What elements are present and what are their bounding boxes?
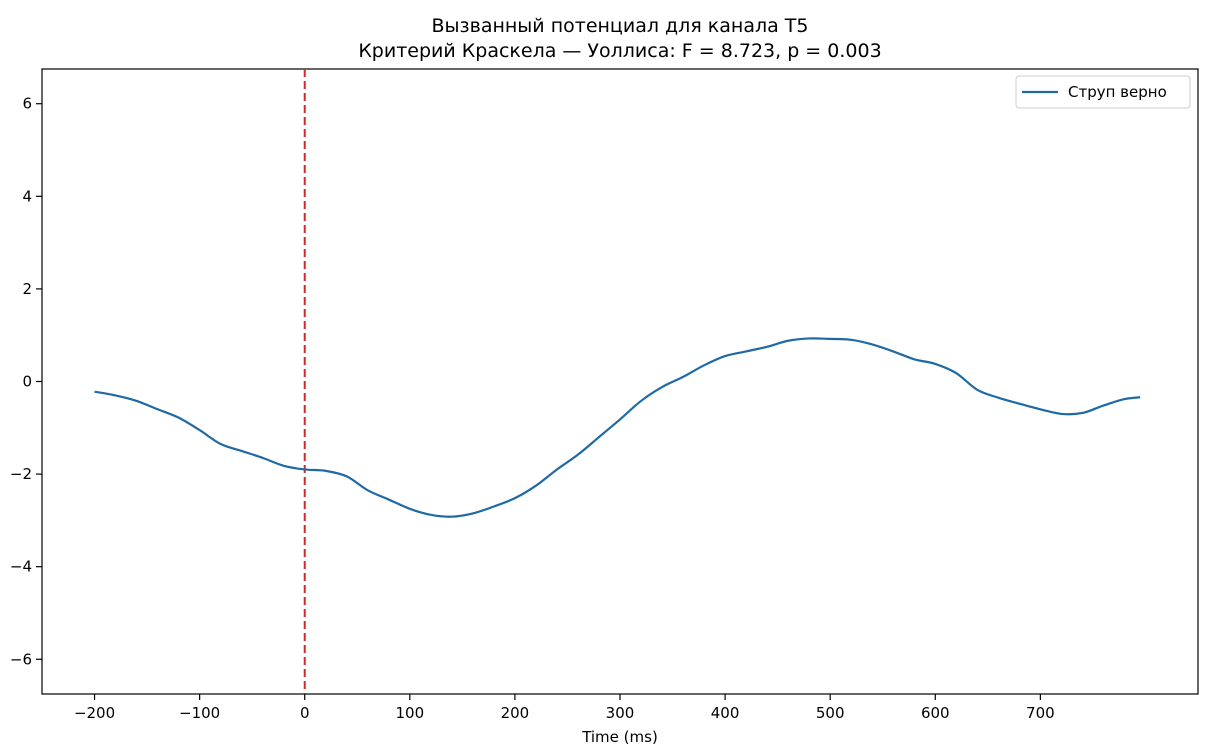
plot-frame <box>41 68 1199 695</box>
y-tick-label: −4 <box>10 558 32 576</box>
chart-subtitle: Критерий Краскела — Уоллиса: F = 8.723, … <box>358 40 881 62</box>
x-tick-label: 0 <box>300 704 310 722</box>
y-axis-ticks: −6 −4 −2 0 2 4 6 <box>10 95 42 668</box>
y-tick-label: 2 <box>22 280 32 298</box>
x-tick-label: −100 <box>179 704 220 722</box>
x-tick-label: 500 <box>816 704 845 722</box>
chart-title: Вызванный потенциал для канала T5 <box>431 15 808 37</box>
legend-box <box>1015 75 1191 109</box>
y-tick-label: 4 <box>22 187 32 205</box>
x-tick-label: −200 <box>74 704 115 722</box>
x-tick-label: 100 <box>395 704 424 722</box>
x-tick-label: 400 <box>711 704 740 722</box>
x-tick-label: 700 <box>1026 704 1055 722</box>
x-axis-label: Time (ms) <box>581 728 658 746</box>
x-tick-label: 600 <box>921 704 950 722</box>
x-tick-label: 300 <box>606 704 635 722</box>
series-line <box>94 337 1141 518</box>
y-tick-label: −6 <box>10 650 32 668</box>
x-axis-ticks: −200 −100 0 100 200 300 400 500 600 700 <box>74 694 1055 722</box>
y-tick-label: 0 <box>22 373 32 391</box>
y-tick-label: 6 <box>22 95 32 113</box>
x-tick-label: 200 <box>501 704 530 722</box>
legend: Струп верно <box>1015 75 1191 109</box>
y-tick-label: −2 <box>10 465 32 483</box>
legend-label: Струп верно <box>1068 83 1167 101</box>
